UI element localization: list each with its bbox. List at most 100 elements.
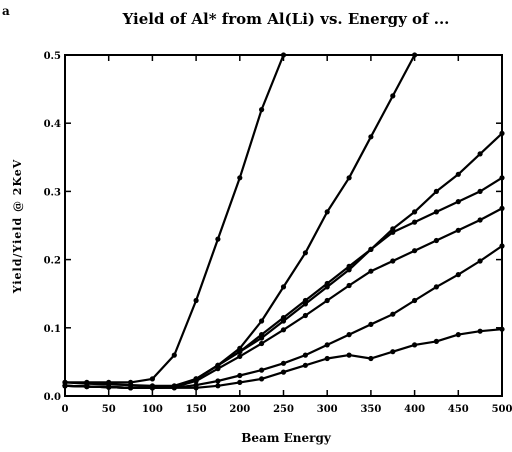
data-point	[84, 383, 90, 390]
series-2	[62, 52, 418, 389]
data-point	[346, 263, 352, 269]
data-point	[302, 312, 308, 319]
data-point	[215, 236, 221, 242]
data-point	[280, 327, 287, 333]
data-point	[62, 383, 68, 389]
data-point	[455, 272, 461, 278]
data-point	[368, 246, 374, 252]
data-point	[259, 340, 265, 347]
y-tick-label: 0.5	[44, 51, 61, 62]
y-tick-label: 0.1	[44, 324, 61, 335]
data-point	[368, 355, 374, 362]
data-point	[149, 385, 155, 391]
axis-ticks: 0 50 100 150 200 250 300 350 400 450 500 0.0 0.1 0.2 0…	[44, 51, 512, 415]
data-point	[280, 284, 287, 290]
y-tick-label: 0.4	[44, 119, 61, 130]
x-tick-label: 100	[142, 404, 163, 415]
data-point	[280, 315, 287, 321]
series-4	[62, 175, 505, 391]
x-tick-label: 450	[448, 404, 469, 415]
x-tick-label: 500	[492, 404, 512, 415]
data-point	[259, 376, 265, 382]
series-line	[64, 176, 503, 389]
chart-title: Yield of Al* from Al(Li) vs. Energy of .…	[122, 10, 450, 28]
data-point	[390, 311, 396, 317]
data-point	[455, 332, 461, 338]
data-point	[499, 175, 505, 181]
data-point	[433, 209, 439, 215]
x-tick-label: 50	[102, 404, 116, 415]
plot-frame	[64, 54, 503, 397]
x-tick-label: 250	[273, 404, 294, 415]
series-line	[64, 54, 416, 387]
data-point	[412, 209, 418, 215]
data-point	[433, 188, 439, 194]
y-tick-label: 0.2	[44, 256, 61, 267]
data-point	[193, 297, 199, 304]
data-point	[412, 219, 418, 225]
series-3	[62, 130, 505, 391]
data-point	[324, 342, 330, 348]
data-point	[171, 352, 177, 358]
data-point	[433, 338, 439, 344]
data-point	[215, 383, 221, 389]
x-tick-label: 150	[186, 404, 207, 415]
data-point	[128, 385, 134, 391]
figure-panel-label: a	[2, 4, 10, 18]
data-point	[390, 93, 396, 99]
data-point	[193, 378, 199, 384]
x-tick-label: 0	[62, 404, 69, 415]
data-point	[346, 332, 352, 338]
data-point	[280, 360, 287, 366]
data-point	[259, 107, 265, 113]
data-point	[324, 355, 330, 362]
data-point	[368, 321, 374, 327]
data-point	[368, 134, 374, 140]
data-point	[433, 237, 439, 244]
data-point	[280, 52, 287, 58]
data-point	[412, 297, 418, 304]
data-point	[477, 258, 483, 264]
data-point	[259, 332, 265, 338]
series-7	[62, 326, 505, 391]
series-layer	[62, 52, 505, 391]
data-point	[499, 130, 505, 136]
data-point	[259, 318, 265, 324]
data-point	[455, 171, 461, 177]
data-point	[477, 328, 483, 334]
x-tick-label: 400	[404, 404, 425, 415]
x-tick-label: 300	[317, 404, 338, 415]
data-point	[237, 379, 243, 385]
data-point	[193, 385, 199, 391]
data-point	[324, 297, 330, 304]
data-point	[346, 282, 352, 289]
x-tick-label: 200	[229, 404, 250, 415]
data-point	[106, 384, 112, 390]
data-point	[259, 367, 265, 373]
x-axis-label: Beam Energy	[241, 431, 332, 445]
data-point	[412, 248, 418, 254]
data-point	[280, 369, 287, 375]
data-point	[455, 227, 461, 233]
data-point	[499, 243, 505, 249]
data-point	[433, 284, 439, 290]
data-point	[215, 366, 221, 372]
data-point	[368, 268, 374, 274]
data-point	[499, 205, 505, 211]
data-point	[237, 349, 243, 355]
data-point	[412, 52, 418, 58]
data-point	[324, 280, 330, 287]
data-point	[346, 352, 352, 358]
series-line	[64, 328, 503, 389]
data-point	[302, 362, 308, 368]
data-point	[455, 199, 461, 205]
data-point	[302, 250, 308, 256]
data-point	[390, 258, 396, 264]
data-point	[302, 297, 308, 304]
data-point	[237, 372, 243, 379]
data-point	[149, 376, 155, 382]
data-point	[390, 349, 396, 355]
x-tick-label: 350	[360, 404, 381, 415]
